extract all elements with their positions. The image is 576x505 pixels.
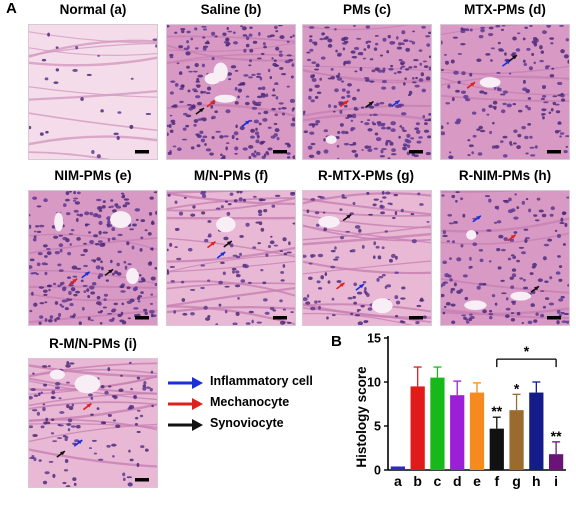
legend-label-synoviocyte: Synoviocyte bbox=[210, 416, 284, 430]
panel-label-b: B bbox=[331, 333, 342, 350]
bar-h bbox=[529, 392, 544, 470]
annotation-arrow-icon bbox=[223, 240, 233, 248]
bar-e bbox=[469, 392, 485, 470]
x-tick-label-i: i bbox=[554, 473, 558, 489]
legend-arrow-icon bbox=[168, 419, 203, 431]
x-tick-label-g: g bbox=[512, 473, 521, 489]
annotation-arrow-icon bbox=[82, 402, 92, 411]
annotation-arrow-icon bbox=[73, 439, 83, 447]
annotation-arrow-icon bbox=[342, 213, 352, 222]
annotation-arrow-icon bbox=[104, 268, 114, 276]
bar-c bbox=[430, 377, 445, 470]
annotation-arrow-icon bbox=[391, 99, 401, 107]
annotation-arrow-icon bbox=[56, 450, 66, 458]
scale-bar bbox=[135, 478, 149, 482]
tile-title-g: R-MTX-PMs (g) bbox=[318, 168, 414, 183]
x-tick-label-d: d bbox=[453, 473, 462, 489]
annotation-arrow-icon bbox=[336, 282, 345, 290]
bracket-mark: * bbox=[524, 343, 530, 359]
y-tick-label: 0 bbox=[374, 464, 381, 478]
x-tick-label-e: e bbox=[473, 473, 481, 489]
scale-bar bbox=[135, 150, 149, 154]
significance-mark-i: ** bbox=[551, 428, 562, 444]
legend-label-mechanocyte: Mechanocyte bbox=[210, 395, 290, 409]
tile-title-b: Saline (b) bbox=[200, 2, 262, 17]
scale-bar bbox=[547, 150, 561, 154]
x-tick-label-c: c bbox=[434, 473, 442, 489]
annotation-arrow-icon bbox=[339, 99, 349, 108]
annotation-arrow-icon bbox=[466, 81, 476, 89]
annotation-arrow-icon bbox=[68, 278, 78, 286]
annotation-arrow-icon bbox=[81, 271, 91, 279]
tile-title-e: NIM-PMs (e) bbox=[54, 168, 132, 183]
x-tick-label-h: h bbox=[532, 473, 541, 489]
tile-title-f: M/N-PMs (f) bbox=[193, 168, 269, 183]
annotation-arrow-icon bbox=[472, 215, 482, 223]
tile-title-h: R-NIM-PMs (h) bbox=[458, 168, 552, 183]
x-tick-label-f: f bbox=[494, 473, 499, 489]
legend-arrow-icon bbox=[168, 377, 203, 389]
annotation-arrow-icon bbox=[206, 241, 216, 249]
scale-bar bbox=[135, 316, 149, 320]
significance-bracket bbox=[496, 358, 557, 368]
bar-f bbox=[489, 428, 504, 470]
annotation-arrow-icon bbox=[365, 100, 374, 109]
legend-item-synoviocyte: Synoviocyte bbox=[166, 416, 346, 432]
annotation-arrow-icon bbox=[508, 54, 518, 62]
annotation-arrow-icon bbox=[355, 283, 365, 291]
annotation-arrow-icon bbox=[530, 285, 540, 293]
tile-title-a: Normal (a) bbox=[59, 2, 127, 17]
bar-i bbox=[548, 454, 564, 470]
legend-label-inflammatory-cell: Inflammatory cell bbox=[210, 374, 313, 388]
bar-d bbox=[450, 395, 465, 470]
tile-title-c: PMs (c) bbox=[342, 2, 391, 17]
bar-g bbox=[509, 410, 524, 470]
annotation-arrow-icon bbox=[216, 251, 226, 259]
legend-arrow-icon bbox=[168, 398, 203, 410]
annotation-arrow-icon bbox=[206, 100, 216, 108]
scale-bar bbox=[409, 316, 423, 320]
legend-item-inflammatory-cell: Inflammatory cell bbox=[166, 374, 346, 390]
bar-a bbox=[390, 466, 406, 470]
scale-bar bbox=[273, 150, 287, 154]
significance-mark-f: ** bbox=[491, 403, 502, 419]
micrograph-b bbox=[166, 24, 296, 160]
tile-title-i: R-M/N-PMs (i) bbox=[49, 336, 137, 351]
annotation-arrow-icon bbox=[241, 119, 251, 128]
x-tick-label-b: b bbox=[413, 473, 422, 489]
micrograph-g bbox=[302, 190, 432, 326]
tile-title-d: MTX-PMs (d) bbox=[464, 2, 546, 17]
scale-bar bbox=[547, 316, 561, 320]
micrograph-c bbox=[302, 24, 432, 160]
scale-bar bbox=[409, 150, 423, 154]
panel-label-a: A bbox=[6, 0, 17, 17]
y-tick-label: 15 bbox=[367, 332, 381, 346]
annotation-arrow-icon bbox=[195, 107, 205, 115]
x-tick-label-a: a bbox=[394, 473, 402, 489]
micrograph-f bbox=[166, 190, 296, 326]
micrograph-i bbox=[28, 358, 158, 488]
y-axis-label: Histology score bbox=[354, 366, 369, 468]
micrograph-d bbox=[440, 24, 570, 160]
significance-mark-g: * bbox=[514, 380, 520, 396]
bar-b bbox=[410, 386, 425, 470]
micrograph-e bbox=[28, 190, 158, 326]
annotation-arrow-icon bbox=[507, 234, 517, 242]
legend-item-mechanocyte: Mechanocyte bbox=[166, 395, 346, 411]
y-tick-label: 5 bbox=[374, 420, 381, 434]
y-tick-label: 10 bbox=[367, 376, 381, 390]
micrograph-h bbox=[440, 190, 570, 326]
micrograph-a bbox=[28, 24, 158, 160]
scale-bar bbox=[273, 316, 287, 320]
